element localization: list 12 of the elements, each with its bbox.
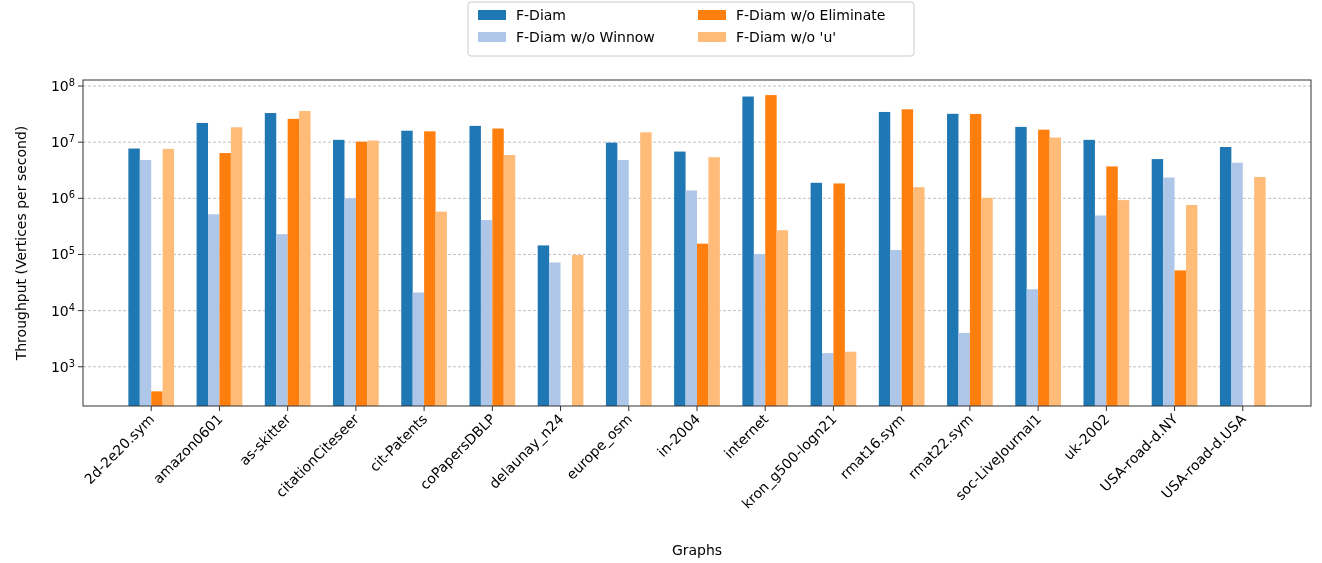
legend-label: F-Diam w/o 'u' (736, 29, 837, 45)
y-tick-label: 10$^{5}$ (50, 244, 75, 263)
y-tick-label: 10$^{6}$ (50, 188, 75, 207)
legend-label: F-Diam w/o Winnow (516, 29, 655, 45)
x-axis-title: Graphs (671, 542, 723, 558)
legend-label: F-Diam (516, 7, 566, 23)
y-tick-label: 10$^{4}$ (50, 301, 75, 319)
y-tick-label: 10$^{7}$ (50, 132, 75, 151)
y-tick-label: 10$^{3}$ (50, 357, 75, 375)
y-tick-label: 10$^{8}$ (50, 76, 75, 95)
y-axis-title: Throughput (Vertices per second) (13, 125, 29, 362)
legend-label: F-Diam w/o Eliminate (736, 7, 886, 23)
